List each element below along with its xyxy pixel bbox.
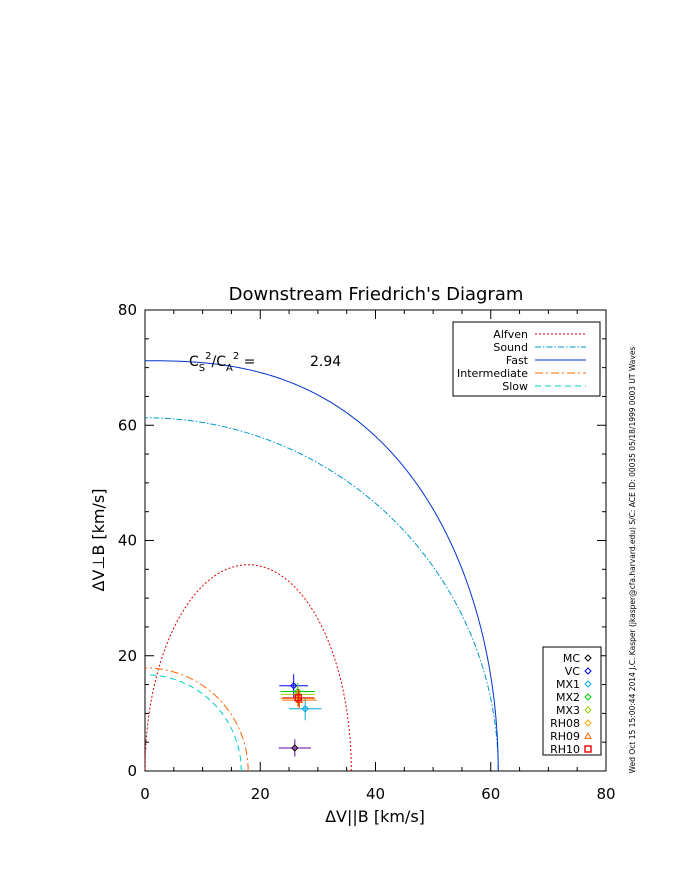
axis-ticks bbox=[144, 309, 607, 772]
points-legend-label: RH08 bbox=[550, 717, 580, 730]
point-vc bbox=[279, 674, 309, 698]
points-legend-box bbox=[542, 646, 602, 756]
y-tick-label: 80 bbox=[118, 301, 137, 319]
points-legend-marker bbox=[584, 719, 592, 727]
x-tick-label: 80 bbox=[596, 785, 615, 803]
point-rh10 bbox=[282, 689, 315, 707]
points-legend-label: MC bbox=[563, 652, 580, 665]
curve-intermediate bbox=[144, 667, 249, 772]
points-legend-marker bbox=[584, 680, 592, 688]
point-marker bbox=[289, 682, 298, 690]
ratio-label: CS2/CA2 = bbox=[189, 351, 255, 374]
y-tick-label: 60 bbox=[118, 416, 137, 434]
data-points bbox=[278, 674, 322, 757]
points-legend-label: VC bbox=[565, 665, 581, 678]
y-axis-label: ΔV⊥B [km/s] bbox=[89, 489, 108, 592]
curve-fast bbox=[144, 360, 499, 772]
points-legend-label: RH09 bbox=[550, 730, 580, 743]
points-legend-marker bbox=[584, 693, 592, 701]
x-axis-label: ΔV||B [km/s] bbox=[325, 807, 425, 826]
curve-legend-label: Sound bbox=[493, 341, 528, 354]
points-legend-label: MX1 bbox=[556, 678, 580, 691]
point-marker bbox=[294, 694, 302, 702]
x-tick-label: 40 bbox=[366, 785, 385, 803]
point-mx1 bbox=[289, 697, 322, 721]
ratio-value: 2.94 bbox=[310, 354, 341, 370]
points-legend-marker bbox=[584, 706, 592, 714]
x-tick-label: 20 bbox=[251, 785, 270, 803]
points-legend-marker bbox=[584, 731, 592, 739]
curve-legend-label: Slow bbox=[502, 380, 528, 393]
y-tick-label: 0 bbox=[127, 762, 137, 780]
curve-sound bbox=[144, 417, 499, 772]
points-legend-marker bbox=[584, 654, 592, 662]
curve-slow bbox=[145, 674, 242, 771]
curve-alfven bbox=[144, 564, 352, 772]
y-tick-label: 40 bbox=[118, 532, 137, 550]
x-tick-labels: 0 20 40 60 80 bbox=[140, 785, 615, 803]
chart-title: Downstream Friedrich's Diagram bbox=[229, 284, 524, 305]
points-legend-marker bbox=[584, 667, 592, 675]
points-legend-label: MX2 bbox=[556, 691, 580, 704]
point-mc bbox=[278, 739, 311, 757]
x-tick-label: 60 bbox=[481, 785, 500, 803]
y-tick-labels: 0 20 40 60 80 bbox=[118, 301, 137, 780]
point-marker bbox=[291, 744, 299, 752]
points-legend-marker bbox=[584, 745, 592, 753]
wave-speed-curves bbox=[144, 360, 499, 772]
points-legend-label: RH10 bbox=[550, 743, 580, 756]
point-rh08 bbox=[280, 689, 315, 708]
side-credit-text: Wed Oct 15 15:00:44 2014 J.C. Kasper (jk… bbox=[628, 347, 637, 774]
curve-legend-label: Alfven bbox=[493, 328, 528, 341]
x-tick-label: 0 bbox=[140, 785, 150, 803]
curve-legend-label: Intermediate bbox=[457, 367, 528, 380]
sound-alfven-ratio-annotation: CS2/CA2 = 2.94 bbox=[189, 351, 341, 374]
y-tick-label: 20 bbox=[118, 647, 137, 665]
point-marker bbox=[301, 705, 309, 713]
points-legend-label: MX3 bbox=[556, 704, 580, 717]
curve-legend-label: Fast bbox=[506, 354, 529, 367]
